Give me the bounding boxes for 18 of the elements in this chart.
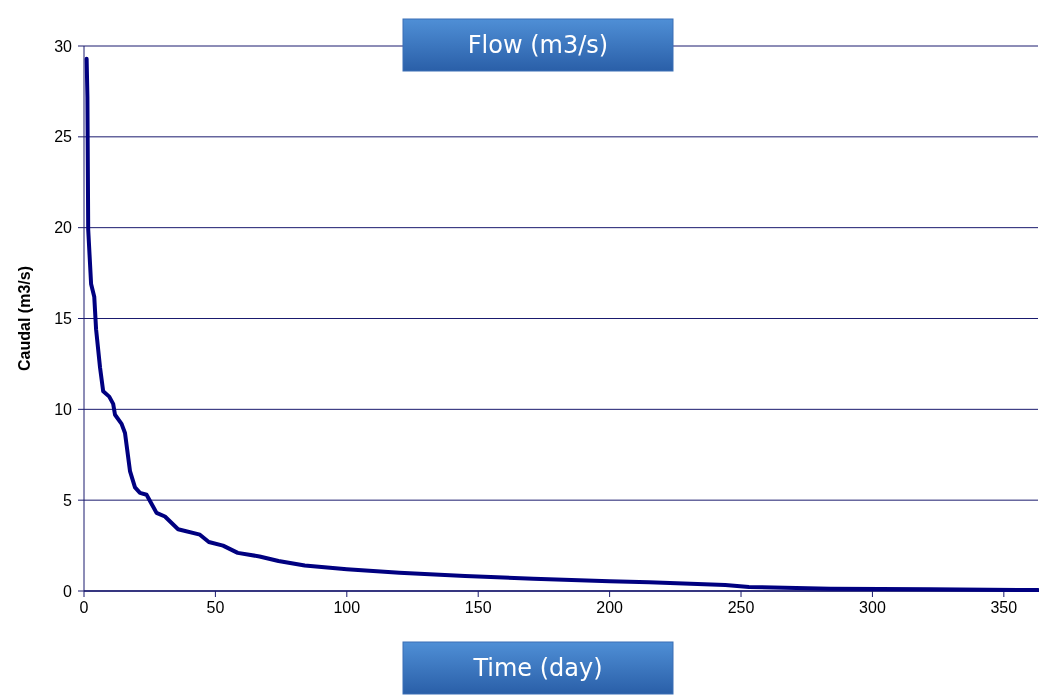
- chart-title: Flow (m3/s): [467, 31, 609, 59]
- y-tick-label: 15: [54, 310, 73, 327]
- x-axis-title: Time (day): [472, 654, 603, 682]
- y-tick-label: 0: [63, 582, 73, 600]
- y-tick-label: 5: [63, 491, 73, 509]
- x-tick-label: 50: [206, 599, 225, 616]
- y-tick-label: 25: [54, 128, 73, 146]
- y-axis-title: Caudal (m3/s): [15, 266, 33, 371]
- y-tick-label: 30: [54, 37, 73, 55]
- x-tick-label: 150: [464, 599, 492, 616]
- x-tick-label: 0: [79, 599, 89, 616]
- y-tick-label: 20: [54, 219, 73, 237]
- x-tick-label: 100: [333, 599, 361, 616]
- y-tick-label: 10: [54, 400, 73, 418]
- x-tick-label: 250: [727, 599, 755, 616]
- x-tick-label: 350: [990, 599, 1018, 616]
- x-tick-label: 200: [596, 599, 624, 616]
- x-tick-label: 300: [859, 599, 886, 616]
